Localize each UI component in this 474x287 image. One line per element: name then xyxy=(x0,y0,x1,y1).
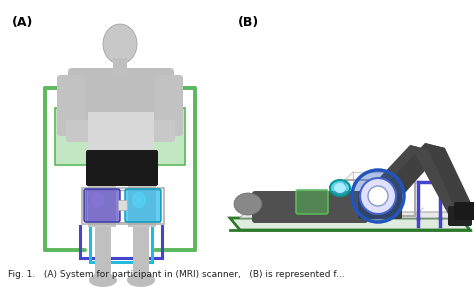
FancyBboxPatch shape xyxy=(448,206,472,226)
Ellipse shape xyxy=(91,192,105,208)
Ellipse shape xyxy=(102,126,137,144)
FancyBboxPatch shape xyxy=(454,202,474,220)
Circle shape xyxy=(360,178,396,214)
Ellipse shape xyxy=(103,24,137,64)
FancyBboxPatch shape xyxy=(296,190,328,214)
Bar xyxy=(95,227,111,279)
FancyBboxPatch shape xyxy=(86,150,158,186)
Bar xyxy=(118,200,127,210)
Ellipse shape xyxy=(330,180,350,196)
Polygon shape xyxy=(230,218,470,230)
FancyBboxPatch shape xyxy=(68,68,174,121)
FancyBboxPatch shape xyxy=(66,120,100,142)
Text: (A): (A) xyxy=(12,16,33,29)
Polygon shape xyxy=(365,145,430,193)
Bar xyxy=(88,182,116,227)
Bar xyxy=(113,58,127,76)
Ellipse shape xyxy=(334,183,346,193)
Circle shape xyxy=(368,186,388,206)
FancyBboxPatch shape xyxy=(252,191,368,223)
Text: Fig. 1.   (A) System for participant in (MRI) scanner,   (B) is represented f...: Fig. 1. (A) System for participant in (M… xyxy=(8,270,345,279)
Text: (B): (B) xyxy=(238,16,259,29)
FancyBboxPatch shape xyxy=(125,189,161,222)
Bar xyxy=(86,190,160,222)
Circle shape xyxy=(352,170,404,222)
Polygon shape xyxy=(240,212,460,218)
Bar xyxy=(88,112,154,154)
FancyBboxPatch shape xyxy=(57,75,85,136)
Ellipse shape xyxy=(132,192,146,208)
Ellipse shape xyxy=(89,273,117,287)
FancyBboxPatch shape xyxy=(84,189,120,222)
FancyBboxPatch shape xyxy=(141,120,175,142)
FancyBboxPatch shape xyxy=(358,191,402,219)
Ellipse shape xyxy=(234,193,262,215)
FancyBboxPatch shape xyxy=(155,75,183,136)
Bar xyxy=(128,182,156,227)
Bar xyxy=(82,188,164,224)
FancyBboxPatch shape xyxy=(55,108,185,165)
Bar xyxy=(133,227,149,279)
Polygon shape xyxy=(378,143,445,193)
Polygon shape xyxy=(410,145,468,214)
Ellipse shape xyxy=(127,273,155,287)
Polygon shape xyxy=(425,143,472,208)
